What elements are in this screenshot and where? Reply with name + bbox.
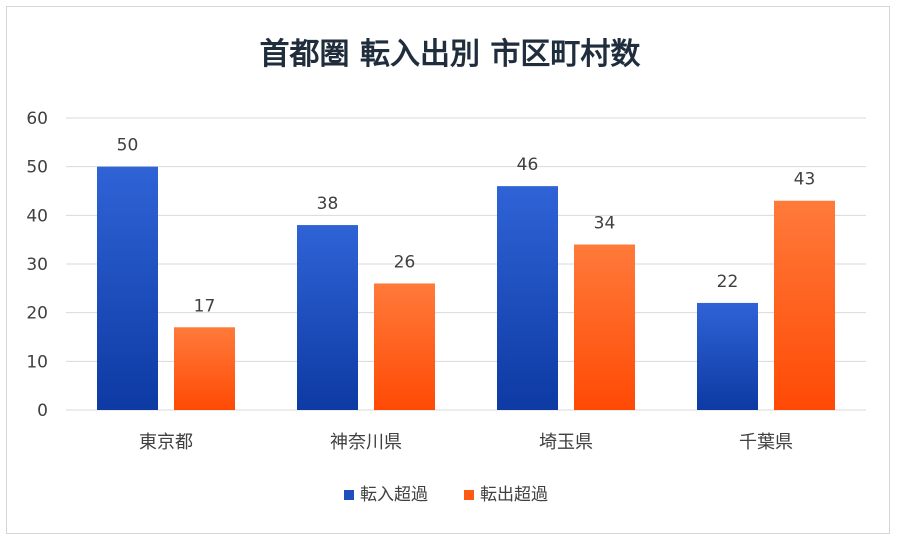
y-tick-label: 60 [26,109,48,129]
data-label: 34 [594,214,616,234]
bar-outflow-0 [174,327,235,410]
legend-label-0: 転入超過 [360,485,428,505]
category-label: 東京都 [139,432,193,453]
data-labels: 50 17 38 26 46 34 22 43 [117,136,816,317]
bar-outflow-3 [774,200,835,410]
data-label: 43 [794,170,816,190]
y-tick-label: 20 [26,304,48,324]
y-axis-ticks: 0 10 20 30 40 50 60 [26,109,48,421]
bar-inflow-1 [297,225,358,410]
bars [97,166,835,410]
chart-title: 首都圏 転入出別 市区町村数 [260,37,642,72]
legend-label-1: 転出超過 [480,485,548,505]
data-label: 22 [717,272,739,292]
category-label: 埼玉県 [539,432,593,453]
bar-inflow-0 [97,166,158,410]
bar-outflow-2 [574,244,635,410]
x-axis-categories: 東京都 神奈川県 埼玉県 千葉県 [139,432,793,453]
y-tick-label: 30 [26,255,48,275]
category-label: 神奈川県 [330,432,402,453]
legend: 転入超過 転出超過 [344,485,548,505]
legend-swatch-1 [464,490,474,500]
data-label: 26 [394,252,416,272]
data-label: 17 [194,296,216,316]
category-label: 千葉県 [739,432,793,453]
bar-inflow-2 [497,186,558,410]
legend-swatch-0 [344,490,354,500]
y-tick-label: 40 [26,206,48,226]
data-label: 46 [517,155,539,175]
y-tick-label: 0 [37,401,48,421]
bar-outflow-1 [374,283,435,410]
y-tick-label: 50 [26,158,48,178]
data-label: 38 [317,194,339,214]
bar-inflow-3 [697,302,758,410]
data-label: 50 [117,136,139,156]
y-tick-label: 10 [26,352,48,372]
